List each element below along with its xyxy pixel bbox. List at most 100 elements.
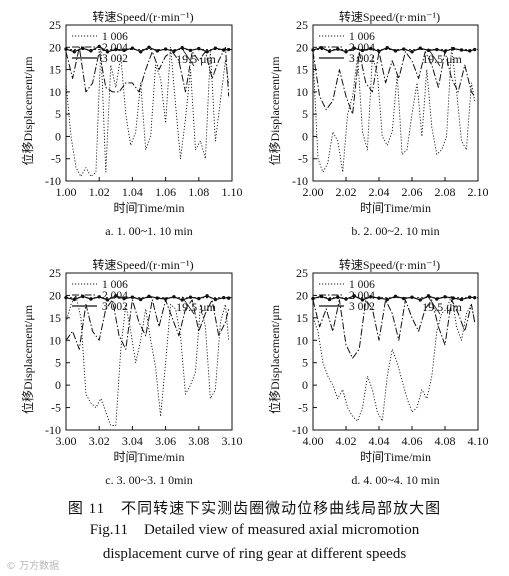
legend-label-3: 3 002 — [349, 53, 375, 65]
y-tick-label: 25 — [296, 266, 308, 280]
series-line-1 — [312, 46, 476, 173]
y-tick-label: -10 — [45, 174, 61, 188]
chart-panel-3: -10 -5 0 5 10 15 20 25 3.00 3.02 3.04 3.06 3.08 3.10 时… — [20, 257, 243, 487]
series-point — [360, 298, 365, 302]
x-tick-label: 3.06 — [155, 434, 176, 448]
y-tick-label: 20 — [49, 40, 61, 54]
y-tick-label: 25 — [49, 18, 61, 32]
series-point — [327, 49, 332, 53]
series-point — [139, 50, 143, 54]
series-line-1 — [312, 294, 476, 422]
series-point — [344, 50, 348, 54]
series-point — [105, 50, 110, 54]
x-tick-label: 4.00 — [303, 434, 324, 448]
panel-subtitle: b. 2. 00~2. 10 min — [351, 224, 439, 238]
y-tick-label: 10 — [296, 85, 308, 99]
legend-label-3: 3 002 — [102, 53, 128, 65]
y-tick-label: -5 — [51, 152, 61, 166]
legend-label-2: 2 004 — [349, 290, 375, 302]
series-point — [385, 297, 389, 302]
series-point — [319, 46, 323, 50]
y-tick-label: 0 — [55, 378, 61, 392]
x-tick-label: 1.08 — [188, 185, 209, 199]
series-point — [435, 297, 439, 301]
series-point — [213, 46, 218, 50]
y-tick-label: 10 — [49, 85, 61, 99]
series-point — [147, 45, 151, 49]
series-point — [443, 49, 447, 53]
legend-label-1: 1 006 — [349, 279, 375, 291]
x-axis-title: 时间Time/min — [114, 201, 185, 215]
y-tick-label: 25 — [296, 18, 308, 32]
series-line-1 — [65, 46, 230, 177]
y-tick-label: 5 — [302, 356, 308, 370]
series-point — [410, 295, 414, 299]
reference-leader — [181, 48, 195, 67]
x-tick-label: 2.02 — [336, 185, 357, 199]
series-point — [89, 49, 93, 53]
chart-panel-2: -10 -5 0 5 10 15 20 25 2.00 2.02 2.04 2.06 2.08 2.10 时… — [267, 9, 489, 238]
series-point — [72, 297, 77, 302]
series-line-2 — [65, 299, 230, 350]
series-point — [327, 297, 332, 302]
series-line-2 — [65, 46, 230, 97]
series-point — [426, 294, 431, 298]
caption-english-text1: Detailed view of measured axial micromot… — [143, 522, 420, 538]
series-point — [205, 50, 209, 54]
y-tick-label: -5 — [51, 401, 61, 415]
x-tick-label: 3.02 — [89, 434, 110, 448]
series-point — [147, 294, 151, 299]
y-axis-title: 位移Displacement/μm — [20, 56, 35, 166]
series-line-1 — [65, 294, 230, 426]
x-tick-label: 1.04 — [122, 185, 143, 199]
series-point — [410, 50, 414, 54]
x-tick-label: 3.10 — [222, 434, 243, 448]
series-point — [213, 297, 218, 302]
series-point — [97, 44, 101, 49]
x-tick-label: 4.04 — [369, 434, 390, 448]
y-axis-title: 位移Displacement/μm — [20, 304, 35, 414]
legend-label-1: 1 006 — [102, 31, 128, 43]
legend-title: 转速Speed/(r·min⁻¹) — [92, 257, 193, 272]
x-tick-label: 2.10 — [468, 185, 489, 199]
y-tick-label: 0 — [55, 129, 61, 143]
caption-chinese: 图 11 不同转速下实测齿圈微动位移曲线局部放大图 — [67, 501, 442, 517]
series-point — [226, 47, 231, 52]
y-tick-label: 0 — [302, 129, 308, 143]
x-tick-label: 2.06 — [402, 185, 423, 199]
y-tick-label: 5 — [302, 107, 308, 121]
panel-subtitle: a. 1. 00~1. 10 min — [105, 224, 193, 238]
series-point — [393, 49, 398, 53]
y-tick-label: 5 — [55, 107, 61, 121]
x-tick-label: 3.04 — [122, 434, 143, 448]
x-tick-label: 1.00 — [56, 185, 77, 199]
x-tick-label: 1.06 — [155, 185, 176, 199]
series-point — [89, 297, 93, 301]
y-axis-title: 位移Displacement/μm — [267, 304, 282, 414]
y-tick-label: -10 — [292, 174, 308, 188]
x-tick-label: 3.00 — [56, 434, 77, 448]
y-tick-label: 20 — [296, 40, 308, 54]
series-point — [130, 46, 135, 50]
x-tick-label: 3.08 — [188, 434, 209, 448]
series-point — [385, 46, 389, 50]
y-tick-label: 20 — [49, 288, 61, 302]
series-point — [139, 297, 143, 302]
y-tick-label: -10 — [45, 423, 61, 437]
y-tick-label: 20 — [296, 288, 308, 302]
legend-title: 转速Speed/(r·min⁻¹) — [339, 257, 440, 272]
legend-label-3: 3 002 — [102, 301, 128, 313]
chart-panel-4: -10 -5 0 5 10 15 20 25 4.00 4.02 4.04 4.06 4.08 4.10 时… — [267, 257, 489, 487]
reference-label: 19.5 μm — [176, 300, 216, 314]
plot-frame — [65, 24, 233, 182]
series-point — [172, 49, 176, 53]
x-axis-title: 时间Time/min — [114, 450, 185, 464]
chart-panel-1: -10 -5 0 5 10 15 20 25 1.00 1.02 1.04 1.06 1.08 1.10 时… — [20, 9, 243, 238]
series-point — [418, 46, 422, 50]
plot-frame — [65, 272, 233, 431]
legend-label-1: 1 006 — [349, 31, 375, 43]
reference-label: 19.5 μm — [176, 52, 216, 66]
y-tick-label: 15 — [49, 311, 61, 325]
y-tick-label: 15 — [49, 63, 61, 77]
